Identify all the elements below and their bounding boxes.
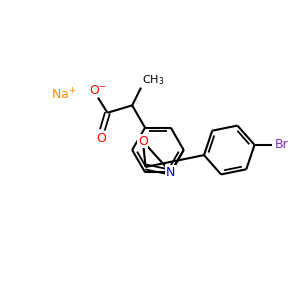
Text: CH$_3$: CH$_3$	[142, 73, 164, 87]
Text: O: O	[138, 135, 148, 148]
Text: Br: Br	[274, 138, 288, 152]
Text: O$^{-}$: O$^{-}$	[89, 84, 107, 97]
Text: O: O	[96, 132, 106, 145]
Text: N: N	[166, 166, 176, 179]
Text: Na$^{+}$: Na$^{+}$	[51, 87, 76, 102]
